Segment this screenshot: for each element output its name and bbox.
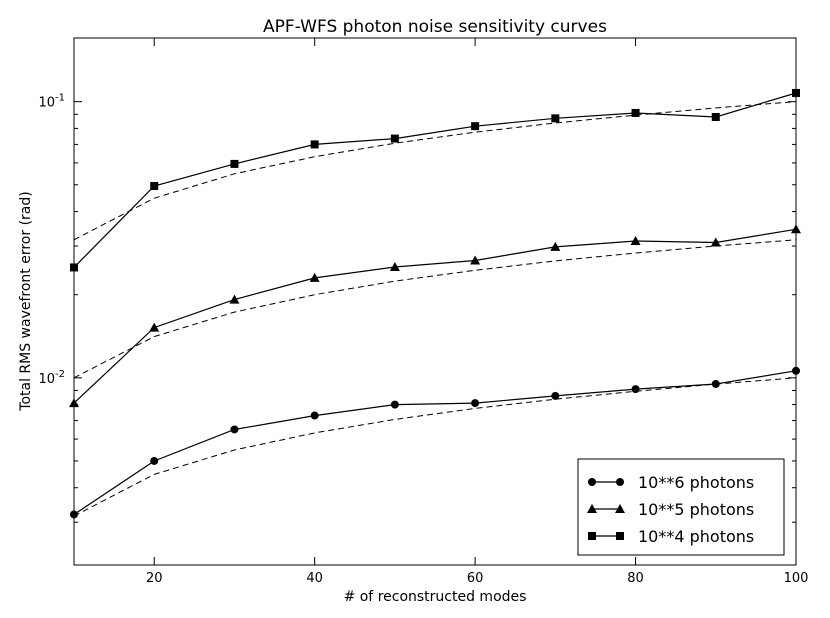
data-point-triangle [710, 237, 721, 247]
data-point-circle [390, 400, 399, 409]
legend-marker-square [616, 532, 624, 540]
reference-dashed-line [74, 101, 796, 241]
data-point-circle [310, 411, 319, 420]
x-tick-label: 100 [784, 571, 809, 586]
axes-frame [73, 37, 797, 566]
legend-label: 10**4 photons [638, 527, 754, 546]
y-tick-label-exponent: -2 [55, 369, 65, 380]
data-point-square [631, 108, 640, 117]
chart-title: APF-WFS photon noise sensitivity curves [263, 17, 607, 37]
data-point-triangle [389, 261, 400, 271]
y-tick-label-base: 10 [38, 372, 55, 387]
data-point-triangle [229, 294, 240, 304]
y-tick-label-base: 10 [38, 96, 55, 111]
legend-marker-square [588, 532, 596, 540]
data-point-square [551, 114, 560, 123]
series-line [73, 370, 797, 515]
y-axis-label: Total RMS wavefront error (rad) [18, 191, 34, 411]
data-point-square [150, 181, 159, 190]
data-point-circle [150, 456, 159, 465]
data-point-triangle [149, 322, 160, 332]
data-point-triangle [550, 241, 561, 251]
legend-box [577, 458, 785, 556]
legend-marker-circle [588, 478, 596, 486]
legend: 10**6 photons 10**5 photons 10**4 photons [577, 458, 785, 556]
data-point-circle [631, 385, 640, 394]
data-point-square [471, 122, 480, 131]
data-point-circle [230, 425, 239, 434]
data-point-triangle [309, 272, 320, 282]
data-point-square [310, 140, 319, 149]
data-point-circle [711, 379, 720, 388]
y-tick-label: 10-2 [38, 369, 65, 387]
x-tick-label: 60 [467, 571, 484, 586]
legend-label: 10**6 photons [638, 473, 754, 492]
legend-marker-triangle [615, 504, 625, 513]
reference-dashed-line [74, 239, 796, 379]
reference-dashed-line [74, 377, 796, 517]
data-point-square [230, 159, 239, 168]
series-line [73, 92, 797, 268]
x-tick-label: 20 [146, 571, 163, 586]
legend-marker-circle [616, 478, 624, 486]
y-tick-label: 10-1 [38, 93, 65, 111]
x-axis-label: # of reconstructed modes [344, 589, 527, 605]
data-point-circle [471, 399, 480, 408]
data-point-triangle [470, 255, 481, 265]
legend-label: 10**5 photons [638, 500, 754, 519]
data-point-circle [551, 391, 560, 400]
y-tick-label-exponent: -1 [55, 93, 65, 104]
x-tick-label: 40 [306, 571, 323, 586]
data-point-square [711, 112, 720, 121]
data-point-square [390, 134, 399, 143]
x-tick-label: 80 [627, 571, 644, 586]
data-point-triangle [630, 235, 641, 245]
series-line [73, 228, 797, 404]
legend-marker-triangle [587, 504, 597, 513]
